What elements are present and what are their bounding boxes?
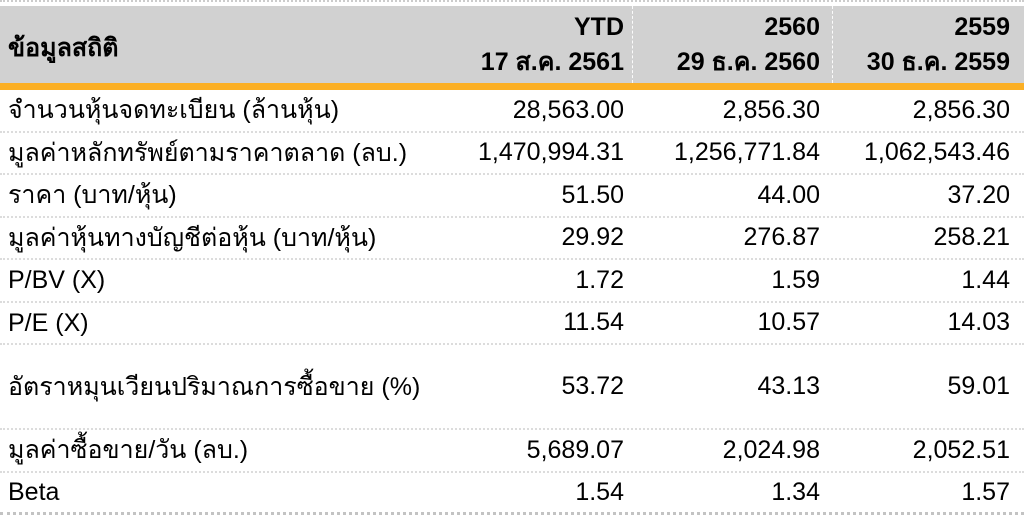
table-row: P/BV (X) 1.72 1.59 1.44 bbox=[0, 260, 1024, 303]
row-value: 5,689.07 bbox=[526, 435, 624, 464]
accent-bar bbox=[0, 83, 1024, 90]
table-row: ราคา (บาท/หุ้น) 51.50 44.00 37.20 bbox=[0, 175, 1024, 218]
column-period-label: YTD bbox=[574, 13, 624, 41]
row-value: 29.92 bbox=[561, 223, 624, 252]
column-date-label: 17 ส.ค. 2561 bbox=[480, 48, 624, 76]
row-value: 276.87 bbox=[743, 223, 820, 252]
row-value: 43.13 bbox=[757, 372, 820, 400]
table-row: มูลค่าหุ้นทางบัญชีต่อหุ้น (บาท/หุ้น) 29.9… bbox=[0, 218, 1024, 260]
table-title: ข้อมูลสถิติ bbox=[8, 33, 119, 62]
table-row: P/E (X) 11.54 10.57 14.03 bbox=[0, 303, 1024, 345]
row-value: 2,856.30 bbox=[912, 95, 1010, 124]
row-label: P/BV (X) bbox=[8, 266, 106, 295]
row-value: 11.54 bbox=[563, 308, 624, 337]
row-value: 1.72 bbox=[575, 265, 624, 294]
column-period-label: 2559 bbox=[954, 13, 1010, 41]
row-value: 2,024.98 bbox=[722, 435, 820, 464]
row-value: 1,470,994.31 bbox=[478, 138, 624, 167]
row-label: จำนวนหุ้นจดทะเบียน (ล้านหุ้น) bbox=[8, 96, 340, 125]
row-value: 44.00 bbox=[757, 180, 820, 209]
row-value: 1.44 bbox=[961, 265, 1010, 294]
row-value: 37.20 bbox=[947, 180, 1010, 209]
column-header-2559: 2559 30 ธ.ค. 2559 bbox=[832, 6, 1024, 83]
row-value: 258.21 bbox=[933, 223, 1010, 252]
row-value: 2,856.30 bbox=[722, 95, 820, 124]
row-value: 10.57 bbox=[757, 308, 820, 337]
column-date-label: 30 ธ.ค. 2559 bbox=[866, 48, 1010, 76]
column-header-ytd: YTD 17 ส.ค. 2561 bbox=[452, 6, 632, 83]
row-label: มูลค่าหุ้นทางบัญชีต่อหุ้น (บาท/หุ้น) bbox=[8, 223, 377, 252]
row-value: 1,256,771.84 bbox=[674, 138, 820, 167]
row-label: อัตราหมุนเวียนปริมาณการซื้อขาย (%) bbox=[8, 372, 421, 401]
row-value: 1,062,543.46 bbox=[864, 138, 1010, 167]
row-value: 1.59 bbox=[771, 265, 820, 294]
row-label: P/E (X) bbox=[8, 308, 89, 337]
row-value: 51.50 bbox=[561, 180, 624, 209]
row-label: ราคา (บาท/หุ้น) bbox=[8, 181, 177, 210]
row-label: มูลค่าหลักทรัพย์ตามราคาตลาด (ลบ.) bbox=[8, 138, 408, 167]
table-header-row: ข้อมูลสถิติ YTD 17 ส.ค. 2561 2560 29 ธ.ค… bbox=[0, 6, 1024, 83]
row-value: 28,563.00 bbox=[512, 95, 624, 124]
row-value: 53.72 bbox=[561, 372, 624, 400]
table-row: อัตราหมุนเวียนปริมาณการซื้อขาย (%) 53.72 4… bbox=[0, 345, 1024, 430]
table-body: จำนวนหุ้นจดทะเบียน (ล้านหุ้น) 28,563.00 2,… bbox=[0, 90, 1024, 515]
column-header-2560: 2560 29 ธ.ค. 2560 bbox=[632, 6, 832, 83]
row-value: 1.57 bbox=[961, 477, 1010, 506]
row-value: 59.01 bbox=[947, 372, 1010, 400]
row-value: 1.34 bbox=[771, 477, 820, 506]
row-value: 1.54 bbox=[575, 477, 624, 506]
column-period-label: 2560 bbox=[764, 13, 820, 41]
row-label: Beta bbox=[8, 478, 60, 507]
row-value: 2,052.51 bbox=[912, 435, 1010, 464]
row-value: 14.03 bbox=[947, 308, 1010, 337]
table-row: จำนวนหุ้นจดทะเบียน (ล้านหุ้น) 28,563.00 2,… bbox=[0, 90, 1024, 133]
row-label: มูลค่าซื้อขาย/วัน (ลบ.) bbox=[8, 436, 249, 465]
table-row: Beta 1.54 1.34 1.57 bbox=[0, 473, 1024, 515]
table-row: มูลค่าหลักทรัพย์ตามราคาตลาด (ลบ.) 1,470,9… bbox=[0, 133, 1024, 175]
table-row: มูลค่าซื้อขาย/วัน (ลบ.) 5,689.07 2,024.98 2… bbox=[0, 430, 1024, 473]
column-date-label: 29 ธ.ค. 2560 bbox=[676, 48, 820, 76]
